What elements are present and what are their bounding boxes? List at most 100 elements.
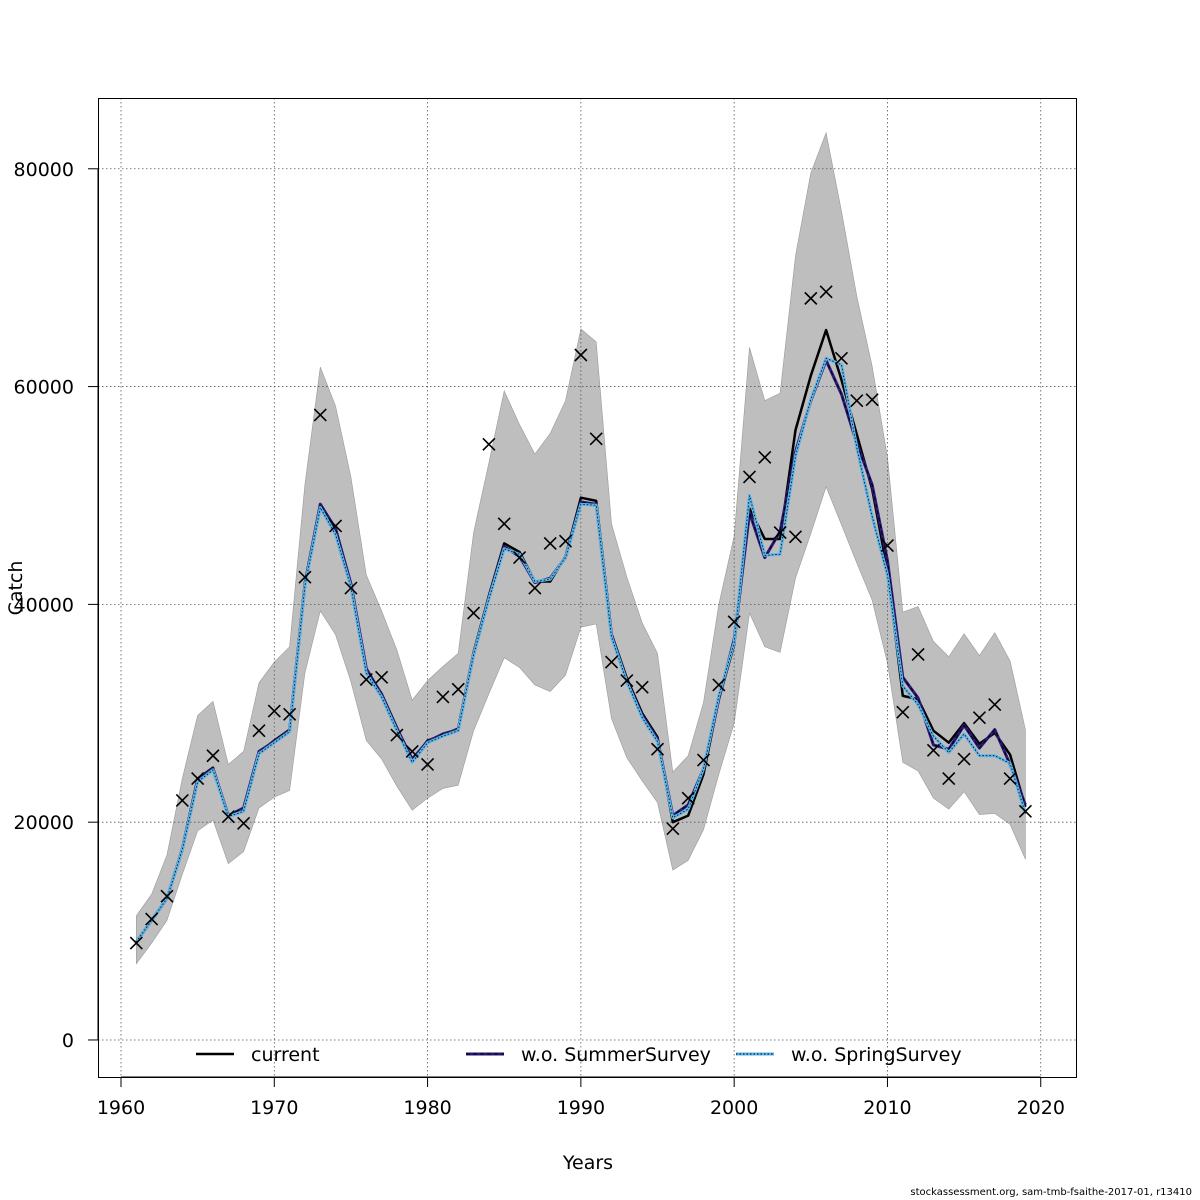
observed-point [313, 408, 327, 422]
observed-point [834, 351, 849, 365]
observed-point-stroke [390, 728, 404, 742]
observed-point-stroke [666, 822, 680, 836]
observed-point-stroke [712, 678, 726, 692]
observed-point-stroke [298, 570, 312, 584]
observed-point-stroke [589, 432, 603, 446]
observed-point-stroke [558, 534, 573, 548]
observed-point [451, 682, 465, 696]
observed-point [865, 393, 879, 407]
observed-point-stroke [574, 348, 588, 362]
observed-point [819, 285, 833, 299]
y-tick-label: 40000 [14, 594, 74, 616]
series-line-spring-dot [135, 357, 1026, 943]
observed-point-stroke [957, 752, 971, 766]
observed-point [237, 816, 251, 830]
observed-point [880, 539, 895, 553]
observed-point-stroke [206, 749, 220, 763]
observed-point-stroke [160, 889, 174, 903]
observed-point [175, 793, 189, 807]
confidence-band [136, 131, 1026, 965]
observed-point-stroke [758, 450, 772, 464]
x-tick-label: 1990 [557, 1097, 605, 1119]
observed-point-stroke [696, 753, 711, 767]
observed-point [298, 570, 312, 584]
observed-point-stroke [129, 936, 143, 950]
y-tick-label: 80000 [14, 159, 74, 181]
observed-point-stroke [896, 705, 910, 719]
observed-point-stroke [804, 291, 818, 305]
observed-point-stroke [482, 437, 496, 451]
observed-point [221, 810, 235, 824]
observed-point-stroke [436, 690, 450, 704]
observed-point [804, 291, 818, 305]
observed-point-stroke [512, 550, 527, 565]
observed-point-stroke [742, 470, 757, 484]
observed-point [696, 753, 711, 767]
observed-point-stroke [528, 581, 542, 595]
observed-point-stroke [834, 351, 849, 365]
observed-point-stroke [329, 519, 343, 533]
y-tick-label: 0 [62, 1030, 74, 1052]
x-tick-label: 2010 [863, 1097, 911, 1119]
observed-point-stroke [635, 680, 649, 694]
observed-point [620, 674, 634, 688]
observed-point-stroke [175, 793, 189, 807]
observed-point-stroke [988, 698, 1002, 712]
observed-point [712, 678, 726, 692]
observed-point-stroke [681, 791, 695, 805]
observed-point [911, 647, 925, 662]
credit-text: stockassessment.org, sam-tmb-fsaithe-201… [910, 1187, 1192, 1198]
observed-point [742, 470, 757, 484]
legend-label-current: current [251, 1044, 320, 1066]
observed-point [252, 724, 266, 738]
legend-label-spring: w.o. SpringSurvey [791, 1044, 962, 1066]
y-tick-label: 60000 [14, 377, 74, 399]
observed-point [329, 519, 343, 533]
observed-point-stroke [972, 711, 986, 725]
observed-point-stroke [252, 724, 266, 738]
observed-point-stroke [911, 647, 925, 662]
observed-point-stroke [1003, 772, 1017, 786]
observed-point-stroke [788, 530, 803, 544]
observed-point [972, 711, 986, 725]
observed-point-stroke [604, 655, 619, 669]
observed-point [466, 606, 481, 620]
y-tick-label: 20000 [14, 812, 74, 834]
observed-point [359, 672, 373, 687]
observed-point-stroke [313, 408, 327, 422]
x-tick-label: 2020 [1017, 1097, 1065, 1119]
observed-point [1018, 804, 1032, 818]
observed-point [421, 757, 435, 772]
observed-point [405, 744, 419, 758]
observed-point [344, 581, 358, 595]
observed-point-stroke [237, 816, 251, 830]
observed-point [604, 655, 619, 669]
confidence-band-layer [136, 131, 1026, 965]
observed-point [957, 752, 971, 766]
observed-point [482, 437, 496, 451]
observed-point [988, 698, 1002, 712]
series-lines-layer [135, 328, 1027, 943]
observed-point [512, 550, 527, 565]
observed-point-stroke [926, 743, 941, 757]
observed-point [896, 705, 910, 719]
x-tick-label: 1980 [403, 1097, 451, 1119]
observed-point [666, 822, 680, 836]
observed-point-stroke [773, 525, 787, 540]
observed-point-stroke [221, 810, 235, 824]
observed-point-stroke [283, 707, 297, 721]
observed-point [758, 450, 772, 464]
observed-point-stroke [359, 672, 373, 687]
observed-point [145, 912, 159, 926]
observed-point [589, 432, 603, 446]
x-tick-label: 1960 [97, 1097, 145, 1119]
observed-point [635, 680, 649, 694]
observed-point-stroke [880, 539, 895, 553]
grid-layer [98, 98, 1076, 1077]
observed-point [773, 525, 787, 540]
legend: current w.o. SummerSurvey w.o. SpringSur… [196, 1044, 962, 1066]
observed-point [788, 530, 803, 544]
observed-point-stroke [865, 393, 879, 407]
y-axis: 0 20000 40000 60000 80000 [14, 159, 99, 1052]
